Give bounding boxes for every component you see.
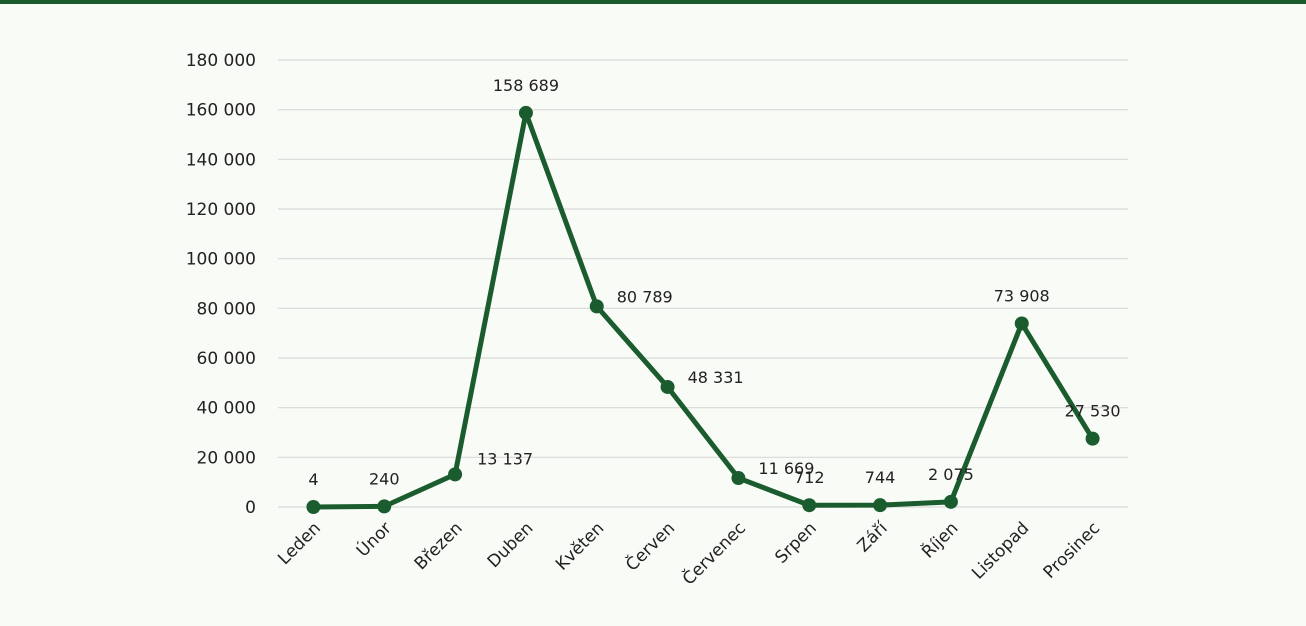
top-accent-bar — [0, 0, 1306, 4]
data-point — [589, 299, 604, 314]
data-label: 48 331 — [688, 368, 744, 387]
data-point — [306, 499, 321, 514]
data-label: 11 669 — [758, 459, 814, 478]
y-tick-label: 100 000 — [186, 250, 256, 270]
data-label: 158 689 — [493, 76, 559, 95]
x-axis-ticks: Leden Únor Březen Duben Květen Červen Červenec… — [274, 517, 1104, 589]
y-tick-label: 60 000 — [197, 349, 256, 369]
data-point — [377, 499, 392, 514]
y-tick-label: 40 000 — [197, 399, 256, 419]
x-tick-label: Červenec — [678, 517, 750, 589]
x-tick-label: Říjen — [917, 517, 963, 563]
data-point — [518, 105, 533, 120]
series-group — [306, 105, 1100, 514]
y-tick-label: 20 000 — [197, 448, 256, 468]
x-tick-label: Prosinec — [1040, 518, 1104, 582]
x-tick-label: Srpen — [771, 518, 820, 567]
data-point — [448, 467, 463, 482]
y-tick-label: 120 000 — [186, 200, 256, 220]
data-label: 80 789 — [617, 287, 673, 306]
grid-lines — [278, 59, 1128, 508]
x-tick-label: Únor — [352, 517, 396, 561]
y-tick-label: 80 000 — [197, 299, 256, 319]
data-label: 712 — [794, 468, 825, 487]
data-label: 2 075 — [928, 465, 974, 484]
data-point — [873, 498, 888, 513]
data-point — [1085, 431, 1100, 446]
data-point — [802, 498, 817, 513]
x-tick-label: Leden — [274, 518, 325, 569]
data-point — [1014, 316, 1029, 331]
y-tick-label: 140 000 — [186, 150, 256, 170]
y-tick-label: 0 — [245, 498, 256, 518]
x-tick-label: Září — [854, 517, 893, 556]
x-tick-label: Červen — [621, 517, 679, 575]
x-tick-label: Listopad — [968, 518, 1033, 583]
x-tick-label: Květen — [552, 518, 608, 574]
data-point — [660, 379, 675, 394]
data-point — [731, 471, 746, 486]
data-label: 13 137 — [477, 449, 533, 468]
y-tick-label: 160 000 — [186, 101, 256, 121]
y-axis-ticks: 0 20 000 40 000 60 000 80 000 100 000 120 000 1… — [186, 51, 256, 518]
data-label: 744 — [865, 468, 896, 487]
series-line — [310, 110, 1096, 510]
data-label: 4 — [308, 470, 318, 489]
x-tick-label: Březen — [411, 518, 467, 574]
x-tick-label: Duben — [484, 518, 538, 572]
data-label: 73 908 — [994, 286, 1050, 305]
y-tick-label: 180 000 — [186, 51, 256, 71]
data-label: 240 — [369, 469, 400, 488]
data-point — [943, 494, 958, 509]
data-label: 27 530 — [1065, 402, 1121, 421]
